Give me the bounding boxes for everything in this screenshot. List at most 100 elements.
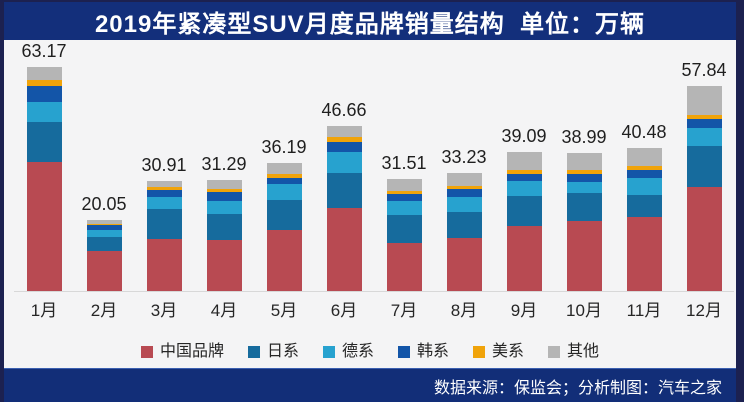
bar-segment-美系	[326, 137, 362, 143]
bar-segment-韩系	[446, 189, 482, 198]
bar-column: 36.19	[254, 137, 314, 291]
bar-stack	[146, 181, 182, 291]
bar-segment-日系	[506, 195, 542, 226]
bar-segment-美系	[626, 166, 662, 170]
bar-segment-德系	[566, 181, 602, 194]
bar-segment-中国品牌	[626, 217, 662, 291]
bar-stack	[566, 152, 602, 291]
bar-total-label: 31.51	[381, 153, 427, 174]
bar-total-label: 31.29	[201, 154, 247, 175]
bar-segment-中国品牌	[686, 187, 722, 291]
x-axis-label: 3月	[150, 301, 178, 320]
bar-stack	[206, 180, 242, 291]
legend-label: 中国品牌	[159, 343, 224, 360]
x-axis-label: 6月	[330, 301, 358, 320]
bar-column: 20.05	[74, 194, 134, 291]
legend-swatch	[140, 346, 153, 358]
chart-region: 63.17 20.05 30.91 31.29 36.19 46.66 31.51 33.23…	[4, 40, 736, 368]
legend-item: 美系	[473, 343, 524, 361]
bar-segment-美系	[386, 191, 422, 194]
x-axis-label: 10月	[566, 301, 602, 320]
bar-column: 33.23	[434, 147, 494, 291]
legend-label: 德系	[341, 343, 374, 360]
bar-segment-中国品牌	[566, 220, 602, 291]
bar-segment-美系	[86, 223, 122, 226]
bar-segment-日系	[686, 146, 722, 188]
legend-swatch	[247, 346, 260, 358]
bar-segment-韩系	[26, 86, 62, 103]
bar-total-label: 36.19	[261, 136, 307, 157]
bar-segment-其他	[146, 181, 182, 188]
bar-segment-其他	[266, 162, 302, 174]
bar-total-label: 20.05	[81, 193, 127, 214]
bar-stack	[626, 147, 662, 291]
bar-column: 46.66	[314, 100, 374, 291]
bar-segment-美系	[506, 169, 542, 175]
bar-segment-日系	[266, 200, 302, 231]
bar-segment-日系	[446, 211, 482, 238]
chart-title: 2019年紧凑型SUV月度品牌销量结构 单位：万辆	[94, 10, 646, 38]
legend: 中国品牌 日系 德系 韩系 美系 其他	[4, 343, 736, 361]
legend-swatch	[322, 346, 335, 358]
bar-column: 38.99	[554, 127, 614, 291]
legend-item: 其他	[548, 343, 599, 361]
bar-segment-韩系	[386, 193, 422, 202]
bar-segment-韩系	[566, 174, 602, 182]
bar-segment-中国品牌	[446, 237, 482, 291]
bar-segment-日系	[626, 194, 662, 218]
bar-segment-其他	[686, 85, 722, 115]
legend-label: 韩系	[417, 343, 450, 360]
bar-segment-中国品牌	[86, 251, 122, 291]
bar-segment-其他	[566, 152, 602, 171]
bar-segment-其他	[386, 179, 422, 192]
bar-total-label: 30.91	[141, 155, 187, 176]
bar-segment-日系	[326, 172, 362, 209]
bar-segment-其他	[326, 125, 362, 138]
x-axis-label: 12月	[686, 301, 722, 320]
bar-stack	[86, 219, 122, 291]
bar-segment-其他	[86, 219, 122, 224]
bar-segment-中国品牌	[386, 243, 422, 291]
bar-stack	[266, 162, 302, 291]
bar-segment-韩系	[86, 225, 122, 230]
legend-label: 日系	[266, 343, 299, 360]
bar-segment-日系	[566, 193, 602, 221]
bar-segment-中国品牌	[206, 239, 242, 291]
bar-segment-德系	[386, 201, 422, 216]
bar-segment-韩系	[146, 189, 182, 198]
legend-label: 其他	[567, 343, 600, 360]
bar-segment-其他	[26, 67, 62, 81]
legend-swatch	[548, 346, 561, 358]
bar-stack	[686, 85, 722, 291]
bar-column: 31.51	[374, 153, 434, 291]
bar-segment-其他	[506, 152, 542, 170]
bar-segment-日系	[26, 121, 62, 162]
bar-segment-中国品牌	[326, 208, 362, 291]
x-axis-label: 1月	[30, 301, 58, 320]
legend-swatch	[398, 346, 410, 358]
bar-column: 31.29	[194, 154, 254, 291]
bar-column: 63.17	[14, 41, 74, 291]
bar-segment-德系	[146, 197, 182, 210]
bar-segment-中国品牌	[266, 230, 302, 291]
x-axis-label: 5月	[270, 301, 298, 320]
bar-column: 39.09	[494, 126, 554, 291]
bar-column: 40.48	[614, 122, 674, 291]
bar-segment-韩系	[506, 174, 542, 182]
bar-column: 30.91	[134, 155, 194, 291]
bar-segment-其他	[446, 173, 482, 186]
x-axis-labels: 1月 2月 3月 4月 5月 6月 7月 8月 9月 10月 11月 12月	[14, 292, 734, 321]
x-axis-label: 8月	[450, 301, 478, 320]
bar-segment-德系	[206, 200, 242, 215]
bar-segment-德系	[86, 229, 122, 238]
bar-segment-美系	[266, 173, 302, 178]
legend-swatch	[473, 346, 486, 358]
bar-segment-德系	[626, 177, 662, 195]
bar-total-label: 39.09	[501, 126, 547, 147]
bar-segment-德系	[446, 197, 482, 212]
bar-total-label: 63.17	[21, 41, 67, 62]
bar-stack	[386, 179, 422, 291]
x-axis-label: 11月	[626, 301, 662, 320]
x-axis-label: 4月	[210, 301, 238, 320]
